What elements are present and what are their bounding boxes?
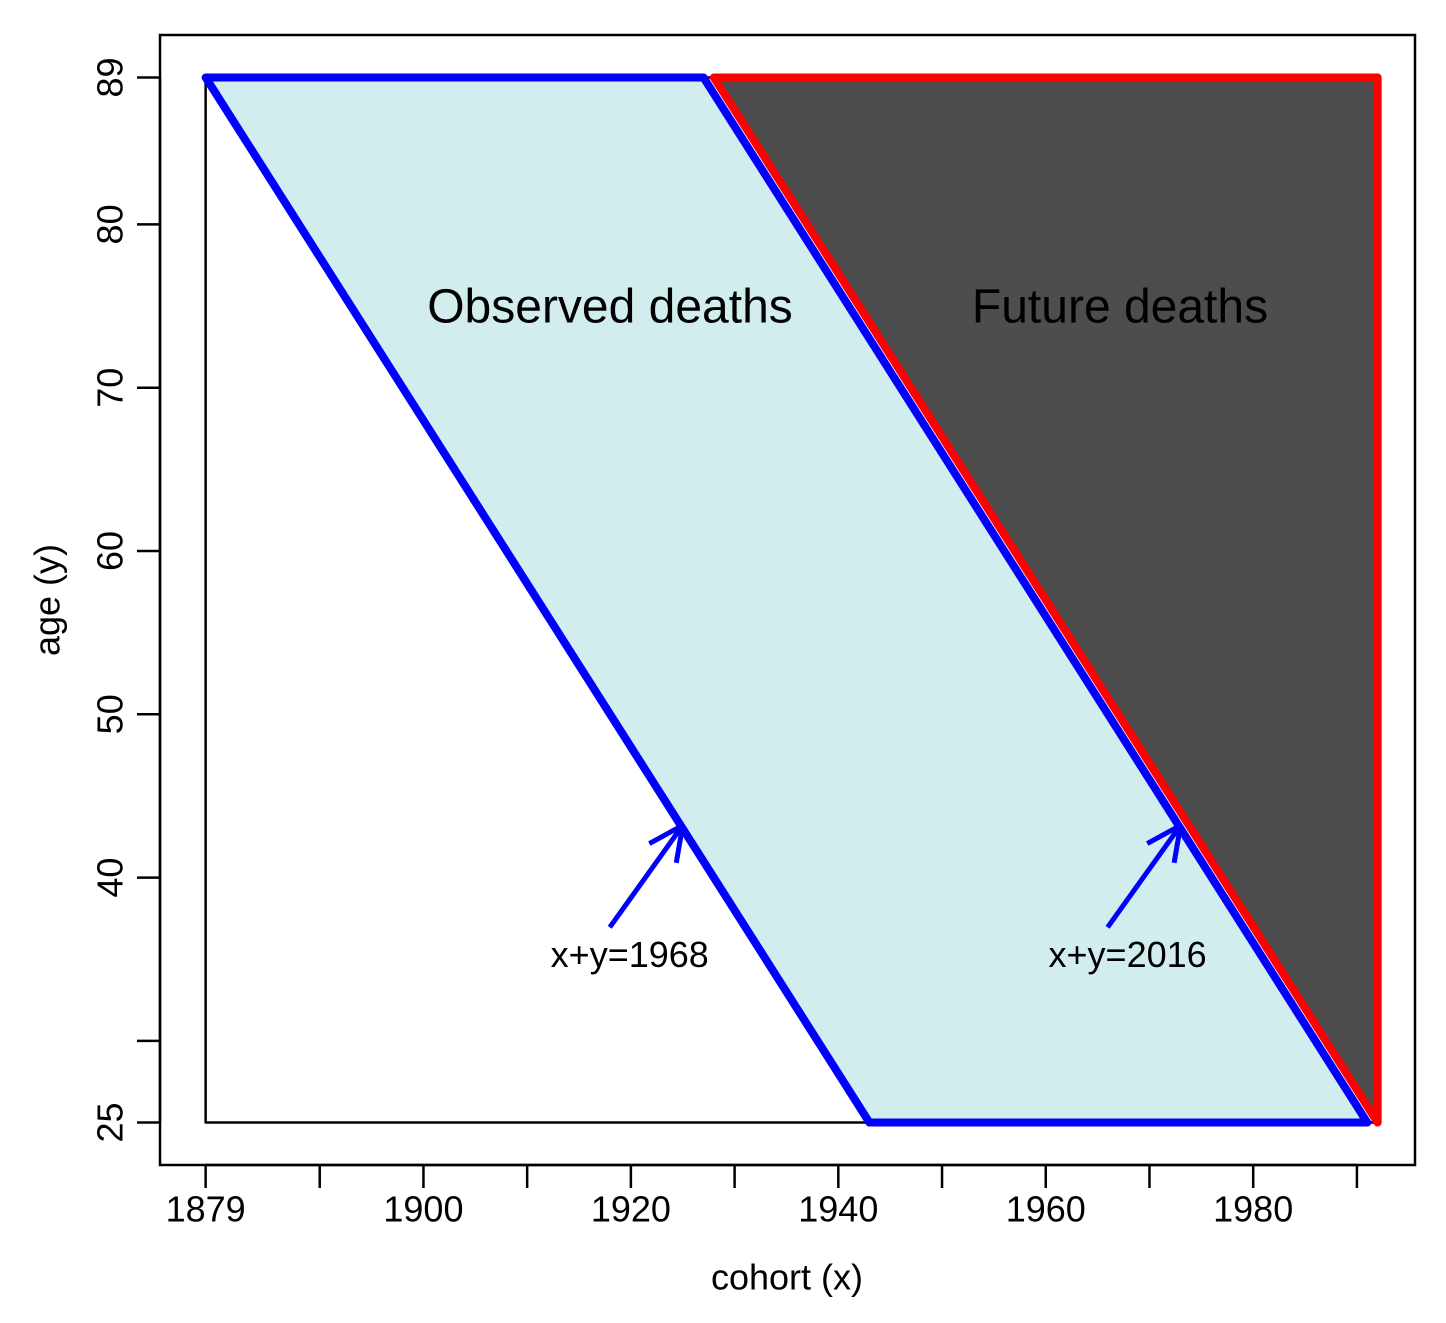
y-tick-label: 70 (90, 368, 131, 408)
y-tick-label: 60 (90, 531, 131, 571)
arrow-head (673, 824, 686, 864)
y-tick-label: 50 (90, 694, 131, 734)
x-tick-label: 1940 (798, 1189, 878, 1230)
annotation-arrow (607, 823, 685, 929)
arrow-head (648, 823, 684, 846)
annotation-label: x+y=2016 (1049, 934, 1207, 975)
y-tick-label: 40 (90, 858, 131, 898)
y-axis-title: age (y) (27, 544, 68, 656)
x-tick-label: 1980 (1213, 1189, 1293, 1230)
y-tick-label: 89 (90, 57, 131, 97)
x-tick-label: 1900 (383, 1189, 463, 1230)
x-tick-label: 1879 (166, 1189, 246, 1230)
region (201, 73, 1372, 1127)
x-axis-title: cohort (x) (711, 1257, 863, 1298)
region-label: Future deaths (972, 281, 1268, 334)
region-label: Observed deaths (427, 281, 793, 334)
arrow-head (1146, 823, 1182, 846)
x-tick-label: 1920 (591, 1189, 671, 1230)
y-tick-label: 25 (90, 1103, 131, 1143)
x-tick-label: 1960 (1006, 1189, 1086, 1230)
annotation-label: x+y=1968 (551, 934, 709, 975)
region (709, 73, 1382, 1127)
arrow-head (1171, 824, 1184, 864)
annotation-arrow (1105, 823, 1183, 929)
y-tick-label: 80 (90, 204, 131, 244)
